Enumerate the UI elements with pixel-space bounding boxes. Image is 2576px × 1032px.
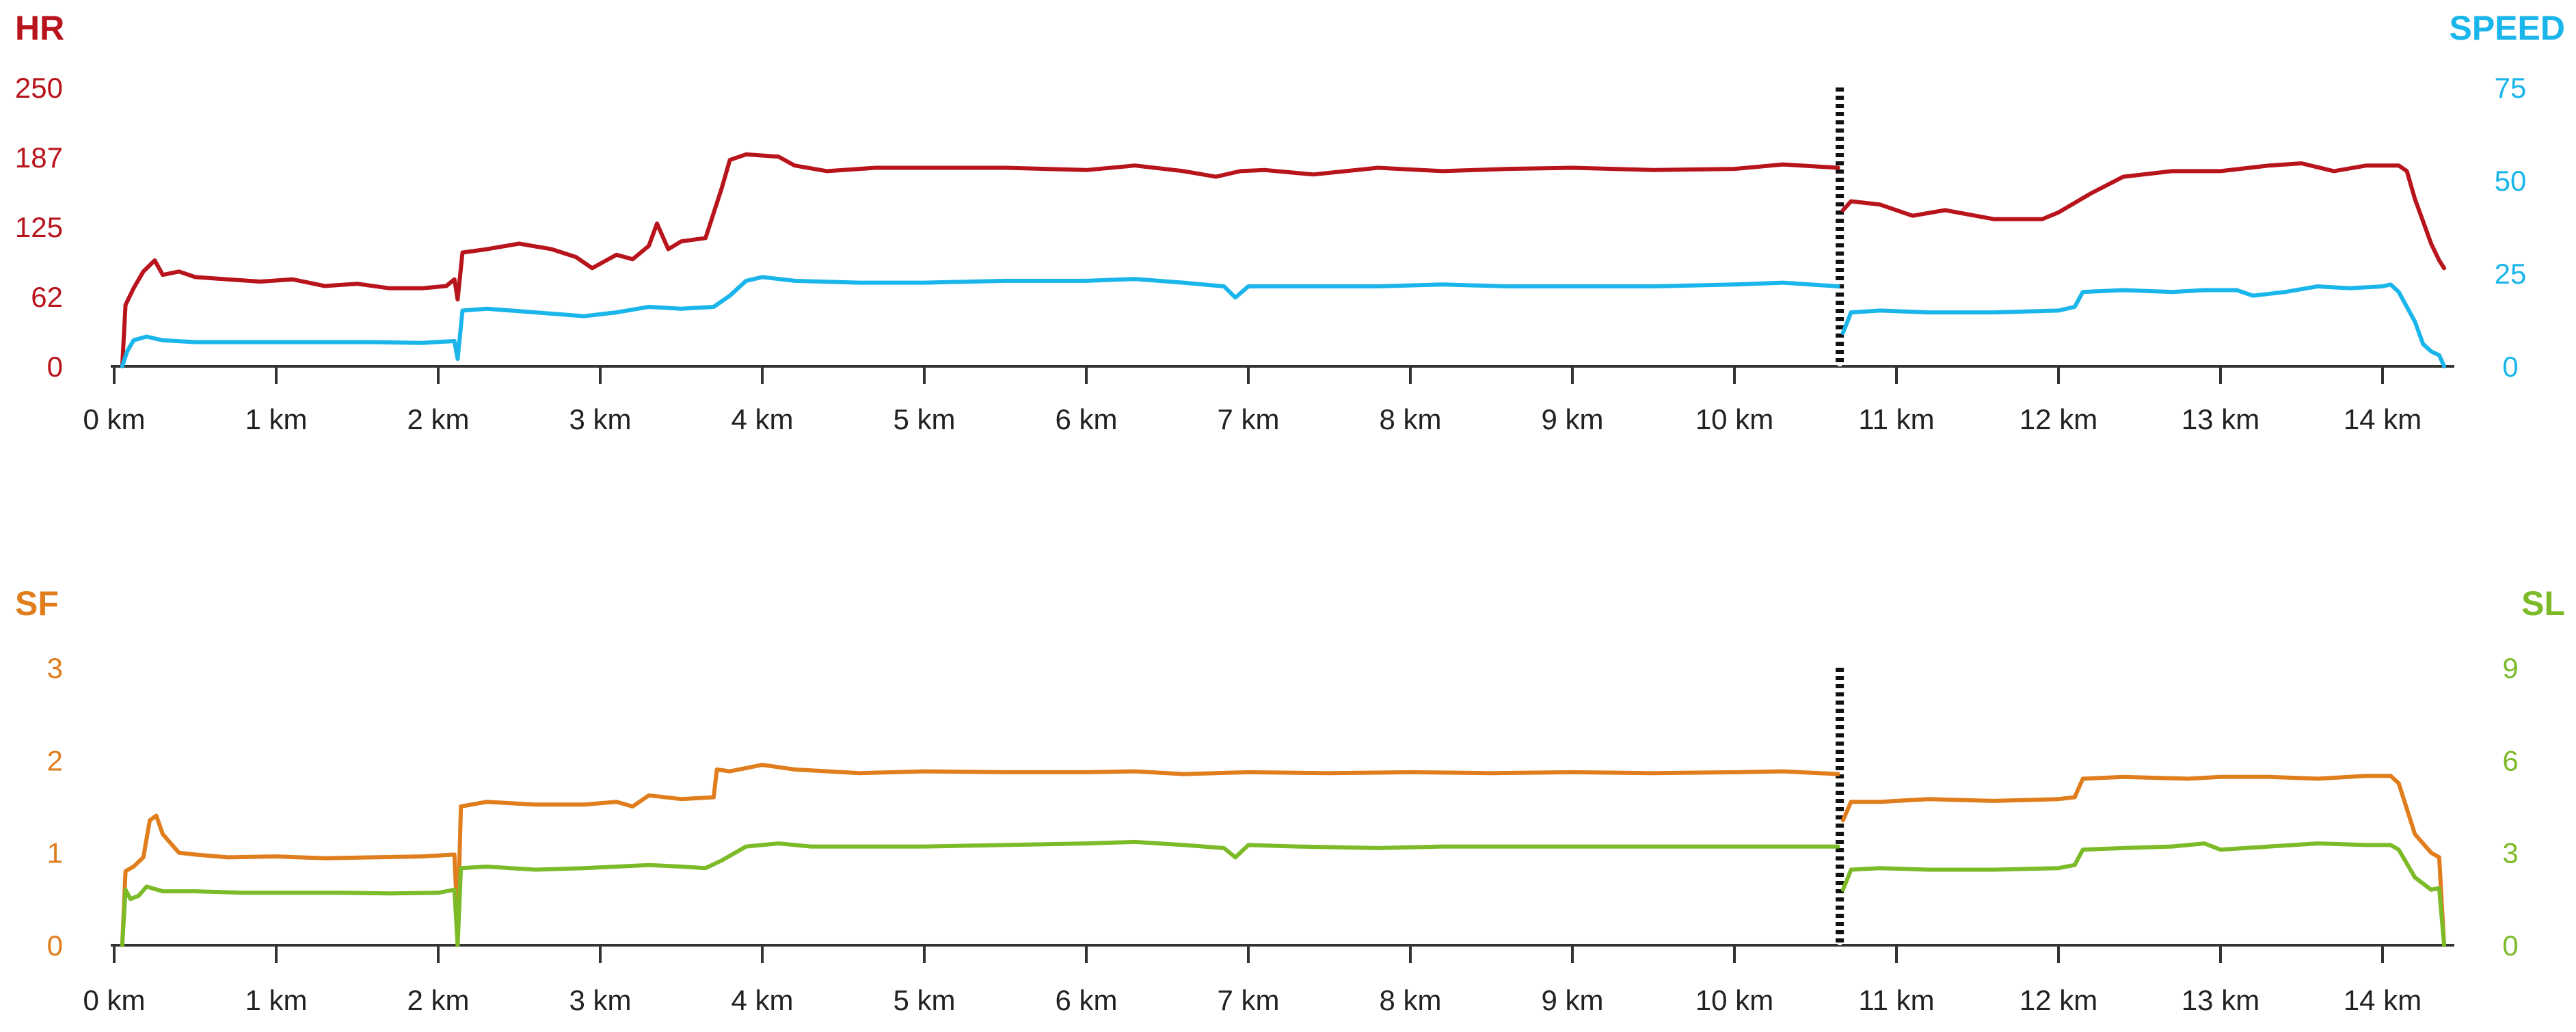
chart-1-x-tick-label: 7 km xyxy=(1217,403,1279,435)
chart-2-series-sf-line-1 xyxy=(120,763,1840,947)
chart-1-right-axis-title: SPEED xyxy=(2449,9,2565,47)
chart-1-left-tick: 125 xyxy=(15,211,63,243)
chart-2-series-sf-line-2 xyxy=(1840,774,2447,947)
chart-2: SF SL 0 1 2 3 0 3 6 9 0 km 1 km 2 km 3 km 4 km 5 km 6 km… xyxy=(15,584,2565,1016)
chart-1-x-tick-label: 11 km xyxy=(1858,403,1934,435)
chart-2-x-tick-label: 7 km xyxy=(1217,984,1279,1016)
chart-2-right-axis-title: SL xyxy=(2521,584,2565,623)
chart-1-left-tick: 250 xyxy=(15,72,63,104)
chart-2-x-tick-label: 5 km xyxy=(893,984,955,1016)
chart-2-x-tick-label: 2 km xyxy=(407,984,469,1016)
chart-2-x-tick-label: 6 km xyxy=(1055,984,1117,1016)
chart-2-left-tick: 0 xyxy=(47,929,63,962)
chart-1-right-tick: 25 xyxy=(2495,258,2527,290)
chart-2-x-tick-label: 8 km xyxy=(1379,984,1441,1016)
chart-2-left-tick: 3 xyxy=(47,652,63,684)
chart-1-x-tick-label: 9 km xyxy=(1541,403,1603,435)
chart-2-x-tick-label: 9 km xyxy=(1541,984,1603,1016)
chart-1-x-tick-label: 5 km xyxy=(893,403,955,435)
chart-2-x-tick-label: 10 km xyxy=(1695,984,1773,1016)
chart-1-left-tick: 0 xyxy=(47,351,63,383)
chart-2-right-tick: 3 xyxy=(2502,837,2518,869)
chart-1-right-tick: 50 xyxy=(2495,165,2527,197)
chart-1-x-tick-label: 14 km xyxy=(2344,403,2421,435)
chart-2-x-tick-label: 3 km xyxy=(569,984,631,1016)
chart-1-left-tick: 62 xyxy=(31,281,63,313)
chart-2-series-sl-line-2 xyxy=(1840,841,2447,947)
chart-1-x-tick-label: 3 km xyxy=(569,403,631,435)
chart-1-series-speed-line-2 xyxy=(1840,282,2447,368)
chart-1-x-tick-label: 12 km xyxy=(2020,403,2097,435)
chart-2-right-tick: 6 xyxy=(2502,744,2518,776)
chart-1-right-tick: 0 xyxy=(2502,351,2518,383)
chart-1-left-axis-title: HR xyxy=(15,9,64,47)
chart-1: HR SPEED 0 62 125 187 250 0 25 50 75 0 km 1 km 2 km 3 … xyxy=(15,9,2565,435)
chart-1-series-hr-line-2 xyxy=(1840,161,2447,271)
chart-1-right-tick: 75 xyxy=(2495,72,2527,104)
chart-1-series-hr-line-1 xyxy=(120,152,1840,368)
chart-2-x-tick-label: 13 km xyxy=(2182,984,2259,1016)
chart-2-left-axis-title: SF xyxy=(15,584,59,623)
chart-1-left-tick: 187 xyxy=(15,141,63,174)
chart-2-x-tick-label: 12 km xyxy=(2020,984,2097,1016)
chart-2-x-tick-label: 4 km xyxy=(731,984,793,1016)
chart-1-series-speed-line-1 xyxy=(120,275,1840,368)
chart-2-series-sl-line-1 xyxy=(120,839,1840,947)
chart-1-x-tick-label: 4 km xyxy=(731,403,793,435)
chart-2-left-tick: 1 xyxy=(47,837,63,869)
chart-2-right-tick: 0 xyxy=(2502,929,2518,962)
chart-1-x-tick-label: 8 km xyxy=(1379,403,1441,435)
chart-1-x-tick-label: 1 km xyxy=(245,403,307,435)
chart-1-x-tick-label: 13 km xyxy=(2182,403,2259,435)
chart-2-x-tick-label: 0 km xyxy=(83,984,145,1016)
chart-2-left-tick: 2 xyxy=(47,744,63,776)
chart-2-right-tick: 9 xyxy=(2502,652,2518,684)
chart-1-x-tick-label: 6 km xyxy=(1055,403,1117,435)
chart-1-x-tick-label: 10 km xyxy=(1695,403,1773,435)
chart-2-x-tick-label: 14 km xyxy=(2344,984,2421,1016)
chart-1-x-tick-label: 2 km xyxy=(407,403,469,435)
chart-2-x-tick-label: 11 km xyxy=(1858,984,1934,1016)
chart-2-x-tick-label: 1 km xyxy=(245,984,307,1016)
chart-1-x-tick-label: 0 km xyxy=(83,403,145,435)
